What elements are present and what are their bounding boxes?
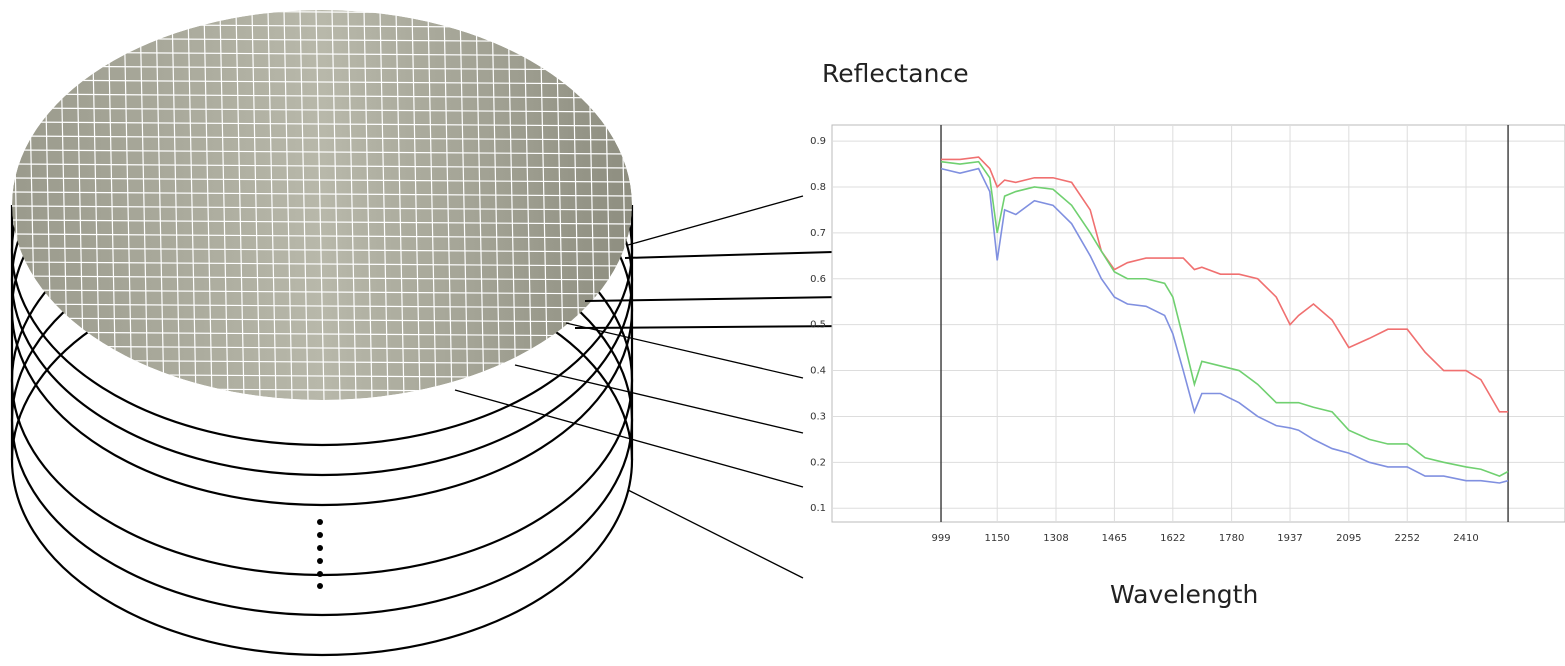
x-tick-label: 1308	[1043, 533, 1068, 544]
y-tick-label: 0.6	[810, 274, 826, 285]
x-tick-label: 1780	[1219, 533, 1244, 544]
x-tick-label: 2410	[1453, 533, 1478, 544]
y-tick-label: 0.9	[810, 136, 826, 147]
y-tick-label: 0.7	[810, 228, 826, 239]
chart: 0.1 0.2 0.3 0.4 0.5 0.6 0.7 0.8 0.9 999 1150 1308 14…	[810, 125, 1565, 544]
x-tick-label: 2095	[1336, 533, 1361, 544]
ellipsis-dots	[317, 519, 323, 589]
diagram: Reflectance Wavelength 0.10.20.30.40.50.…	[0, 0, 1565, 666]
y-tick-label: 0.8	[810, 182, 826, 193]
y-tick-label: 0.1	[810, 503, 826, 514]
x-tick-label: 2252	[1395, 533, 1420, 544]
x-tick-label: 1622	[1160, 533, 1185, 544]
x-tick-label: 999	[931, 533, 950, 544]
x-tick-label: 1937	[1277, 533, 1302, 544]
y-tick-label: 0.2	[810, 457, 826, 468]
x-tick-label: 1465	[1102, 533, 1127, 544]
x-tick-label: 1150	[984, 533, 1009, 544]
image-disk	[12, 10, 632, 400]
y-tick-label: 0.5	[810, 320, 826, 331]
x-axis-title: Wavelength	[1110, 580, 1258, 609]
y-tick-label: 0.4	[810, 366, 826, 377]
y-tick-label: 0.3	[810, 411, 826, 422]
y-axis-title: Reflectance	[822, 59, 969, 88]
